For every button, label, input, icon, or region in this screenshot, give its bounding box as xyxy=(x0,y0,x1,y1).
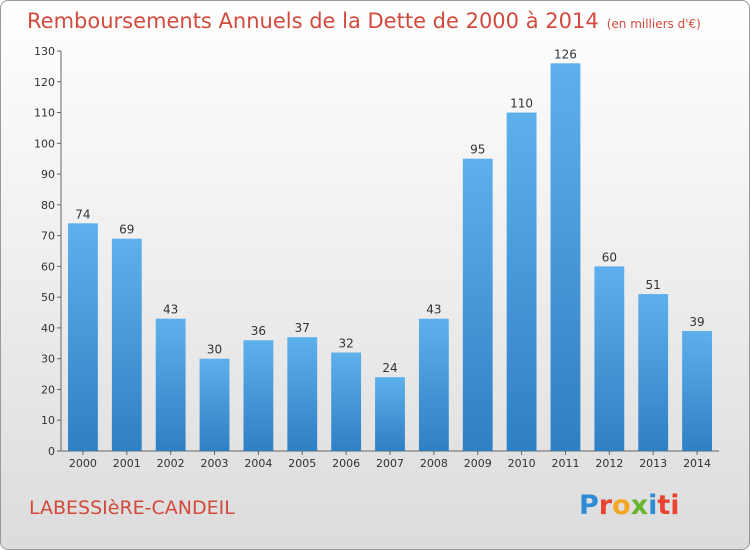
data-label: 74 xyxy=(75,207,90,221)
data-label: 39 xyxy=(689,315,704,329)
bar xyxy=(550,63,581,452)
data-label: 37 xyxy=(295,321,310,335)
data-label: 126 xyxy=(554,47,577,61)
data-label: 51 xyxy=(646,278,661,292)
y-tick-label: 10 xyxy=(41,414,55,427)
x-tick-label: 2011 xyxy=(551,457,579,470)
x-tick-label: 2012 xyxy=(595,457,623,470)
y-tick-label: 50 xyxy=(41,291,55,304)
bar xyxy=(155,318,186,451)
y-tick-label: 80 xyxy=(41,199,55,212)
commune-name: LABESSIèRE-CANDEIL xyxy=(29,497,235,519)
x-tick-label: 2001 xyxy=(113,457,141,470)
y-tick-label: 70 xyxy=(41,230,55,243)
data-label: 32 xyxy=(338,337,353,351)
logo-letter: o xyxy=(612,490,631,521)
data-label: 95 xyxy=(470,143,485,157)
data-label: 36 xyxy=(251,324,266,338)
x-tick-label: 2004 xyxy=(244,457,272,470)
proxiti-logo: Proxiti xyxy=(579,490,680,521)
bar xyxy=(243,340,274,451)
labels: 2000 74 2001 69 2002 43 2003 30 2004 36 2005 37 2006… xyxy=(69,47,711,470)
bar xyxy=(418,318,449,451)
bar xyxy=(331,352,362,451)
y-tick-label: 130 xyxy=(34,45,55,58)
y-tick-label: 110 xyxy=(34,107,55,120)
bar xyxy=(287,337,318,451)
x-tick-label: 2002 xyxy=(157,457,185,470)
logo-letter: ti xyxy=(657,490,680,521)
bar xyxy=(375,377,405,451)
data-label: 30 xyxy=(207,343,222,357)
data-label: 43 xyxy=(163,303,178,317)
logo-letter: P xyxy=(579,490,599,521)
x-tick-label: 2003 xyxy=(201,457,229,470)
y-tick-label: 120 xyxy=(34,76,55,89)
bar xyxy=(682,331,712,451)
logo-letter: i xyxy=(648,490,658,521)
bar xyxy=(199,358,230,451)
bar xyxy=(111,238,142,451)
x-tick-label: 2014 xyxy=(683,457,711,470)
y-tick-label: 100 xyxy=(34,137,55,150)
x-tick-label: 2008 xyxy=(420,457,448,470)
bar xyxy=(594,266,625,451)
x-tick-label: 2005 xyxy=(288,457,316,470)
bars xyxy=(68,63,712,452)
x-tick-label: 2009 xyxy=(464,457,492,470)
data-label: 43 xyxy=(426,303,441,317)
logo-letter: r xyxy=(598,490,613,521)
y-tick-label: 40 xyxy=(41,322,55,335)
y-tick-label: 0 xyxy=(48,445,55,458)
bar xyxy=(638,294,669,451)
data-label: 69 xyxy=(119,223,134,237)
y-tick-label: 90 xyxy=(41,168,55,181)
x-tick-label: 2000 xyxy=(69,457,97,470)
x-tick-label: 2007 xyxy=(376,457,404,470)
bar xyxy=(506,112,537,452)
bar xyxy=(462,158,493,451)
x-tick-label: 2006 xyxy=(332,457,360,470)
logo-letter: x xyxy=(630,490,649,521)
x-tick-label: 2010 xyxy=(508,457,536,470)
data-label: 110 xyxy=(510,97,533,111)
y-tick-label: 30 xyxy=(41,353,55,366)
chart-title: Remboursements Annuels de la Dette de 20… xyxy=(27,9,701,33)
data-label: 60 xyxy=(602,250,617,264)
bar xyxy=(68,223,98,451)
x-tick-label: 2013 xyxy=(639,457,667,470)
chart-title-text: Remboursements Annuels de la Dette de 20… xyxy=(27,9,599,33)
y-tick-label: 20 xyxy=(41,383,55,396)
data-label: 24 xyxy=(382,361,397,375)
y-tick-label: 60 xyxy=(41,260,55,273)
chart-unit: (en milliers d'€) xyxy=(606,17,701,31)
